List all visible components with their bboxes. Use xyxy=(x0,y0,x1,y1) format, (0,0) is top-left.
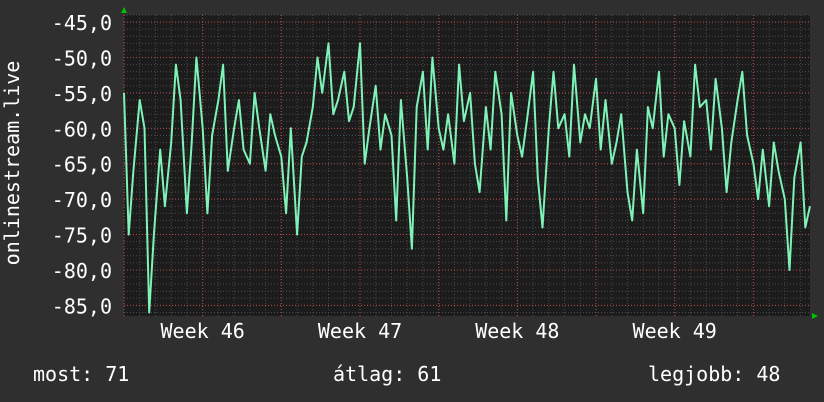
line-chart: -45,0 -50,0 -55,0 -60,0 -65,0 -70,0 -75,0 -80,0… xyxy=(0,7,818,343)
x-tick-label: Week 49 xyxy=(633,319,717,343)
current-value-stat: most: 71 xyxy=(33,362,130,386)
axis-arrows xyxy=(121,7,818,319)
y-axis-arrow xyxy=(121,7,127,13)
y-tick-label: -50,0 xyxy=(52,46,112,70)
x-tick-label: Week 47 xyxy=(318,319,402,343)
average-value-stat: átlag: 61 xyxy=(333,362,442,386)
y-tick-label: -80,0 xyxy=(52,259,112,283)
y-tick-label: -60,0 xyxy=(52,117,112,141)
y-tick-label: -65,0 xyxy=(52,153,112,177)
y-tick-label: -45,0 xyxy=(52,11,112,35)
x-axis-ticks: Week 46 Week 47 Week 48 Week 49 xyxy=(161,319,717,343)
y-tick-label: -85,0 xyxy=(52,294,112,318)
y-tick-label: -75,0 xyxy=(52,224,112,248)
x-tick-label: Week 48 xyxy=(475,319,559,343)
x-tick-label: Week 46 xyxy=(161,319,245,343)
best-value-stat: legjobb: 48 xyxy=(648,362,781,386)
series-line xyxy=(123,42,811,314)
y-tick-label: -70,0 xyxy=(52,188,112,212)
y-tick-label: -55,0 xyxy=(52,82,112,106)
y-axis-ticks: -45,0 -50,0 -55,0 -60,0 -65,0 -70,0 -75,0 -80,0… xyxy=(52,11,112,318)
x-axis-arrow xyxy=(812,313,818,319)
series-group xyxy=(123,42,811,314)
y-axis-label: onlinestream.live xyxy=(0,61,24,266)
